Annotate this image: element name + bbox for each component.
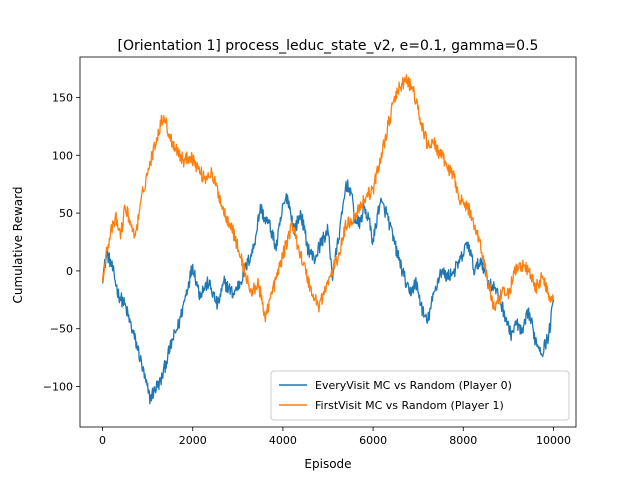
- x-tick-label: 8000: [449, 434, 477, 447]
- legend: EveryVisit MC vs Random (Player 0) FirstV…: [270, 370, 570, 421]
- axes-frame: [79, 56, 577, 428]
- x-axis-label: Episode: [304, 457, 351, 471]
- chart-title: [Orientation 1] process_leduc_state_v2, …: [118, 38, 539, 54]
- x-tick-label: 0: [99, 434, 106, 447]
- y-tick-label: 150: [52, 91, 73, 104]
- axis-ticks: 0 2000 4000 6000 8000 10000 −100 −50 0 50 100 150: [43, 91, 571, 447]
- y-tick-label: 100: [52, 149, 73, 162]
- x-tick-label: 4000: [269, 434, 297, 447]
- x-tick-label: 10000: [536, 434, 571, 447]
- y-tick-label: −100: [43, 381, 73, 394]
- series-line-1: [101, 179, 555, 405]
- series-line-2: [101, 74, 555, 323]
- x-tick-label: 6000: [359, 434, 387, 447]
- x-tick-label: 2000: [179, 434, 207, 447]
- y-axis-label: Cumulative Reward: [11, 187, 25, 304]
- legend-label-2: FirstVisit MC vs Random (Player 1): [315, 399, 504, 412]
- y-tick-label: 50: [59, 207, 73, 220]
- legend-box: [270, 370, 570, 421]
- legend-label-1: EveryVisit MC vs Random (Player 0): [315, 379, 512, 392]
- y-tick-label: 0: [66, 265, 73, 278]
- y-tick-label: −50: [50, 323, 73, 336]
- plot-area: [101, 74, 555, 405]
